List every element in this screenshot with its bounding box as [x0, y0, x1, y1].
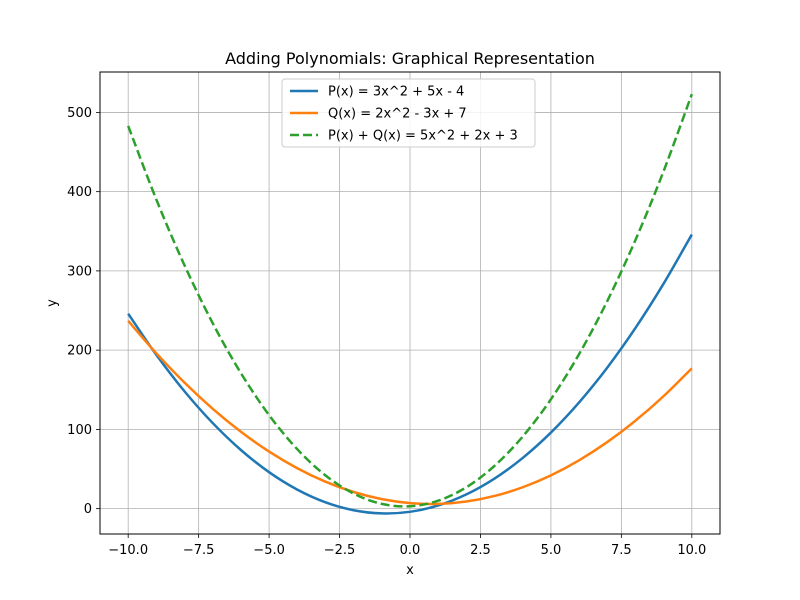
x-tick-label: 5.0 — [541, 543, 562, 558]
y-tick-label: 200 — [67, 344, 92, 359]
axis-ticks: −10.0 −7.5 −5.0 −2.5 0.0 2.5 5.0 7.5 10.0 0 100 200… — [67, 106, 706, 558]
x-tick-label: 10.0 — [677, 543, 706, 558]
x-tick-label: 0.0 — [400, 543, 421, 558]
chart-title: Adding Polynomials: Graphical Representa… — [225, 49, 595, 68]
legend-label-1: P(x) = 3x^2 + 5x - 4 — [328, 85, 464, 100]
legend-label-3: P(x) + Q(x) = 5x^2 + 2x + 3 — [328, 129, 518, 144]
x-axis-label: x — [406, 563, 414, 578]
series-line-1 — [127, 233, 693, 515]
x-tick-label: −2.5 — [324, 543, 356, 558]
y-tick-label: 0 — [84, 502, 92, 517]
x-tick-label: −7.5 — [183, 543, 215, 558]
series-line-3 — [127, 93, 693, 508]
series-line-2 — [127, 320, 693, 506]
legend-label-2: Q(x) = 2x^2 - 3x + 7 — [328, 107, 467, 122]
x-tick-label: 7.5 — [611, 543, 632, 558]
x-tick-label: −5.0 — [253, 543, 285, 558]
y-tick-label: 400 — [67, 185, 92, 200]
x-tick-label: 2.5 — [470, 543, 491, 558]
x-tick-label: −10.0 — [108, 543, 148, 558]
y-tick-label: 300 — [67, 264, 92, 279]
legend: P(x) = 3x^2 + 5x - 4 Q(x) = 2x^2 - 3x + 7… — [281, 78, 536, 148]
y-tick-label: 100 — [67, 423, 92, 438]
y-tick-label: 500 — [67, 106, 92, 121]
plot-series — [127, 93, 693, 515]
y-axis-label: y — [45, 299, 60, 307]
legend-box — [281, 78, 536, 148]
